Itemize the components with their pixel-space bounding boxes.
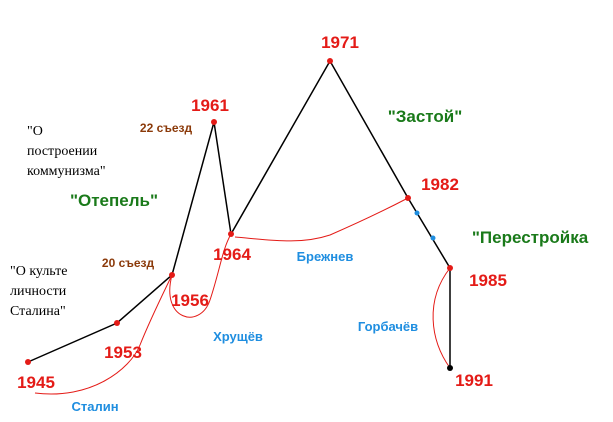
congress: 22 съезд xyxy=(140,121,193,135)
note-line: "О xyxy=(27,124,43,139)
points xyxy=(25,58,453,371)
period: "Отепель" xyxy=(70,191,158,210)
note-line: коммунизма" xyxy=(27,164,106,179)
year: 1961 xyxy=(191,96,229,115)
year: 1971 xyxy=(321,33,359,52)
year: 1956 xyxy=(171,291,209,310)
congress: 20 съезд xyxy=(102,256,155,270)
year: 1985 xyxy=(469,271,507,290)
note-line: Сталина" xyxy=(10,304,66,319)
note-line: "О культе xyxy=(10,264,67,279)
period: "Перестройка xyxy=(472,228,589,247)
year: 1953 xyxy=(104,343,142,362)
leader: Сталин xyxy=(71,399,118,414)
period: "Застой" xyxy=(388,107,463,126)
leader: Хрущёв xyxy=(213,329,263,344)
year: 1982 xyxy=(421,175,459,194)
year: 1991 xyxy=(455,371,493,390)
leader-curves xyxy=(34,197,451,395)
leader: Горбачёв xyxy=(358,319,418,334)
leader: Брежнев xyxy=(297,249,354,264)
note-line: личности xyxy=(10,284,67,299)
note-line: построении xyxy=(27,144,98,159)
year: 1964 xyxy=(213,245,251,264)
year: 1945 xyxy=(17,373,55,392)
